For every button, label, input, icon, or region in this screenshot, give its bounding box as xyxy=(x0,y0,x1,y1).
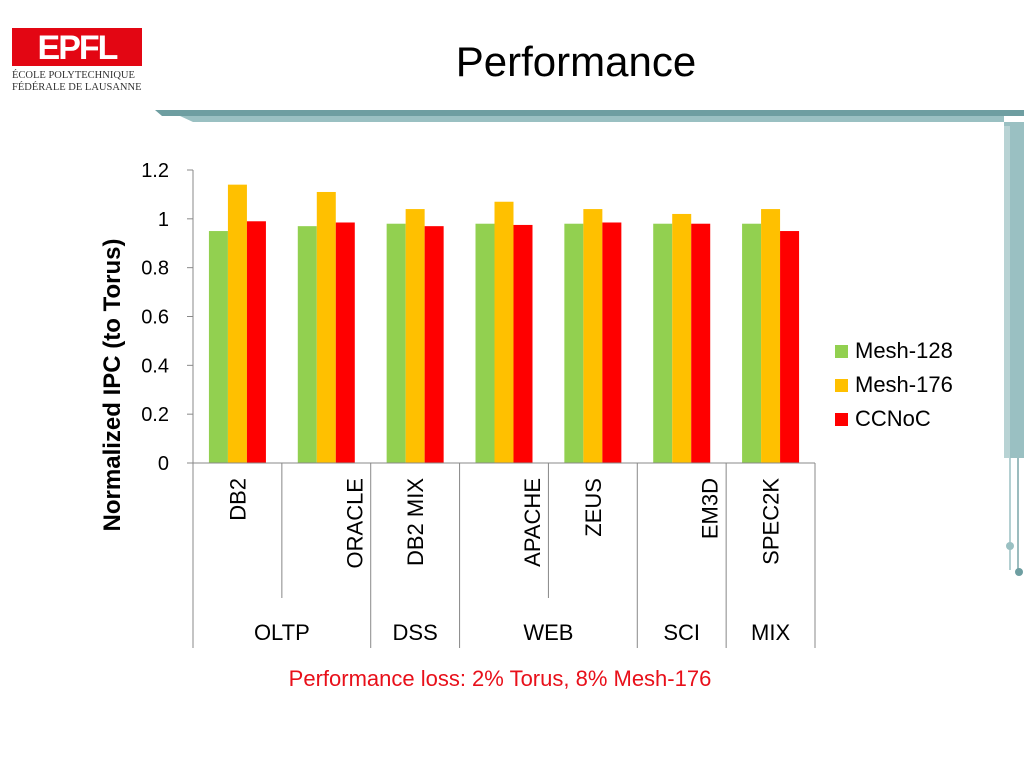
chart-legend: Mesh-128 Mesh-176 CCNoC xyxy=(835,338,953,431)
bar-ccnoc-em3d xyxy=(691,223,711,463)
x-category-label: ZEUS xyxy=(581,478,606,537)
bar-mesh-176-db2 xyxy=(227,184,247,463)
x-category-label: SPEC2K xyxy=(759,478,784,565)
logo-mark: EPFL xyxy=(38,29,118,67)
bar-mesh-128-oracle xyxy=(297,226,317,463)
bar-mesh-128-zeus xyxy=(564,223,584,463)
logo-line1: ÉCOLE POLYTECHNIQUE xyxy=(12,69,135,81)
bar-mesh-176-apache xyxy=(494,201,514,463)
legend-swatch xyxy=(835,413,848,426)
legend-label: Mesh-128 xyxy=(855,338,953,363)
x-group-label: DSS xyxy=(393,620,438,645)
performance-caption: Performance loss: 2% Torus, 8% Mesh-176 xyxy=(288,666,712,691)
y-tick-label: 0.4 xyxy=(141,355,169,377)
y-tick-label: 0.2 xyxy=(141,404,169,426)
y-axis-label: Normalized IPC (to Torus) xyxy=(99,239,126,532)
bar-ccnoc-oracle xyxy=(335,222,355,463)
bar-mesh-176-db2-mix xyxy=(405,209,425,463)
bar-mesh-128-spec2k xyxy=(742,223,762,463)
bar-ccnoc-spec2k xyxy=(780,231,800,463)
bar-mesh-176-em3d xyxy=(672,213,692,463)
bar-mesh-128-em3d xyxy=(653,223,673,463)
bar-ccnoc-zeus xyxy=(602,222,622,463)
axes-layer: 0 0.2 0.4 0.6 0.8 1 1.2 DB2 ORACLE DB2 MIX APACHE Z… xyxy=(141,160,816,648)
connector-dot-2 xyxy=(1015,568,1023,576)
bar-mesh-176-oracle xyxy=(316,191,336,463)
y-tick-label: 0.8 xyxy=(141,258,169,280)
legend-label: CCNoC xyxy=(855,406,931,431)
y-tick-label: 0 xyxy=(158,453,169,475)
legend-swatch xyxy=(835,345,848,358)
legend-label: Mesh-176 xyxy=(855,372,953,397)
header-band-right xyxy=(1004,126,1010,458)
y-tick-label: 1.2 xyxy=(141,160,169,182)
epfl-logo: EPFL ÉCOLE POLYTECHNIQUE FÉDÉRALE DE LAU… xyxy=(12,28,144,96)
bars-layer xyxy=(208,184,800,463)
x-category-label: APACHE xyxy=(520,478,545,567)
x-group-label: SCI xyxy=(663,620,700,645)
logo-line2: FÉDÉRALE DE LAUSANNE xyxy=(12,81,142,93)
bar-ccnoc-db2 xyxy=(246,221,266,463)
connector-dot xyxy=(1006,542,1014,550)
bar-ccnoc-apache xyxy=(513,224,533,463)
x-group-label: OLTP xyxy=(254,620,310,645)
slide-title: Performance xyxy=(455,38,697,85)
bar-ccnoc-db2-mix xyxy=(424,226,444,463)
bar-mesh-176-zeus xyxy=(583,209,603,463)
y-tick-label: 1 xyxy=(158,209,169,231)
x-group-label: WEB xyxy=(523,620,573,645)
legend-swatch xyxy=(835,379,848,392)
x-category-label: EM3D xyxy=(698,478,723,539)
x-category-label: DB2 xyxy=(225,478,250,521)
x-category-label: DB2 MIX xyxy=(403,478,428,566)
x-group-label: MIX xyxy=(751,620,790,645)
x-category-label: ORACLE xyxy=(342,478,367,568)
bar-mesh-128-apache xyxy=(475,223,495,463)
bar-mesh-128-db2 xyxy=(208,231,228,463)
bar-mesh-128-db2-mix xyxy=(386,223,406,463)
y-tick-label: 0.6 xyxy=(141,307,169,329)
header-band-dark xyxy=(155,110,1024,116)
bar-mesh-176-spec2k xyxy=(761,209,781,463)
